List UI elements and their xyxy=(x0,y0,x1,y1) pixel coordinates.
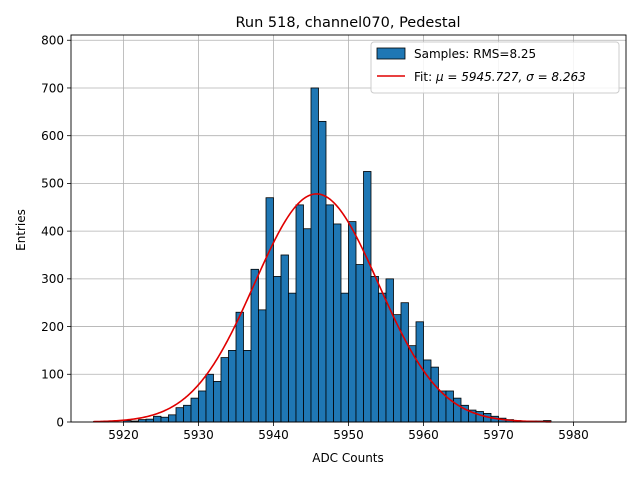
histogram-bar xyxy=(273,276,282,423)
histogram-bar xyxy=(220,357,229,423)
y-tick-label: 300 xyxy=(41,272,64,286)
histogram-bar xyxy=(190,397,199,423)
histogram-bar xyxy=(325,204,334,423)
y-tick-label: 200 xyxy=(41,320,64,334)
histogram-bar xyxy=(280,254,289,423)
histogram-bar xyxy=(168,414,177,423)
x-tick-label: 5940 xyxy=(258,428,289,442)
x-axis-label: ADC Counts xyxy=(312,451,384,465)
y-tick-label: 400 xyxy=(41,224,64,238)
histogram-bar xyxy=(250,268,259,423)
histogram-bar xyxy=(153,415,162,423)
histogram-bar xyxy=(318,120,327,423)
legend: Samples: RMS=8.25 Fit: μ = 5945.727, σ =… xyxy=(370,41,620,94)
x-tick-label: 5970 xyxy=(483,428,514,442)
histogram-bar xyxy=(205,373,214,423)
y-tick-label: 600 xyxy=(41,129,64,143)
histogram-bar xyxy=(228,350,237,423)
legend-histogram-swatch xyxy=(376,47,406,60)
y-axis-ticks: 0 100 200 300 400 500 600 700 800 xyxy=(41,34,71,429)
legend-histogram-label: Samples: RMS=8.25 xyxy=(414,47,536,61)
histogram-bar xyxy=(213,381,222,423)
histogram-bar xyxy=(183,404,192,423)
histogram-bar xyxy=(378,292,387,423)
histogram-bar xyxy=(355,264,364,423)
histogram-bar xyxy=(243,350,252,423)
x-tick-label: 5960 xyxy=(408,428,439,442)
histogram-bar xyxy=(310,87,319,423)
histogram-bar xyxy=(235,311,244,423)
legend-fit-label: Fit: μ = 5945.727, σ = 8.263 xyxy=(414,70,586,84)
y-tick-label: 0 xyxy=(56,415,64,429)
x-tick-label: 5950 xyxy=(333,428,364,442)
x-tick-label: 5930 xyxy=(183,428,214,442)
y-axis-label: Entries xyxy=(14,209,28,251)
y-tick-label: 100 xyxy=(41,368,64,382)
histogram-bar xyxy=(303,228,312,423)
histogram-bar xyxy=(423,359,432,423)
histogram-bar xyxy=(445,390,454,423)
legend-fit-formula: μ = 5945.727, σ = 8.263 xyxy=(435,70,586,84)
histogram-bar xyxy=(198,390,207,423)
histogram-bar xyxy=(430,366,439,423)
x-tick-label: 5920 xyxy=(108,428,139,442)
legend-box xyxy=(370,41,620,94)
histogram-bar xyxy=(160,416,169,423)
histogram-bar xyxy=(175,407,184,423)
histogram-bars xyxy=(93,87,552,423)
histogram-bar xyxy=(258,309,267,423)
x-axis-ticks: 5920 5930 5940 5950 5960 5970 5980 xyxy=(108,422,589,442)
x-tick-label: 5980 xyxy=(558,428,589,442)
histogram-bar xyxy=(340,292,349,423)
histogram-bar xyxy=(295,204,304,423)
histogram-bar xyxy=(265,197,274,423)
y-tick-label: 800 xyxy=(41,34,64,48)
histogram-bar xyxy=(370,276,379,423)
chart-title: Run 518, channel070, Pedestal xyxy=(235,15,460,31)
y-tick-label: 500 xyxy=(41,177,64,191)
histogram-bar xyxy=(453,397,462,423)
histogram-bar xyxy=(400,302,409,423)
histogram-bar xyxy=(348,221,357,423)
histogram-bar xyxy=(363,171,372,423)
histogram-bar xyxy=(475,411,484,423)
histogram-bar xyxy=(385,278,394,423)
histogram-bar xyxy=(415,321,424,423)
histogram-bar xyxy=(288,292,297,423)
legend-fit-prefix: Fit: xyxy=(414,70,436,84)
fit-curve xyxy=(93,193,552,423)
histogram-bar xyxy=(333,223,342,423)
y-tick-label: 700 xyxy=(41,81,64,95)
